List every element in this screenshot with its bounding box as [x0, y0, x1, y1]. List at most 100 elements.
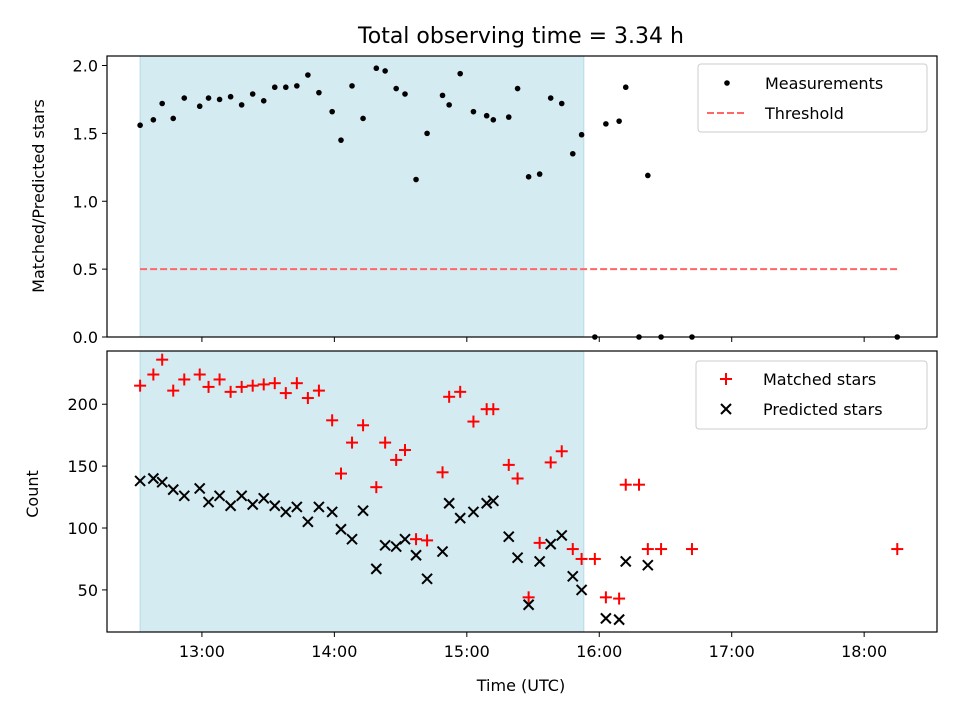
- predicted-star-point: [335, 523, 347, 535]
- matched-star-point: [555, 445, 568, 458]
- predicted-star-point: [147, 472, 160, 485]
- predicted-star-point: [567, 570, 579, 583]
- matched-star-point: [202, 380, 215, 393]
- measurement-point: [249, 91, 256, 97]
- matched-star-point: [301, 392, 314, 405]
- measurement-point: [196, 103, 203, 110]
- predicted-star-point: [326, 506, 338, 518]
- predicted-star-point: [202, 496, 215, 508]
- measurement-point: [424, 130, 430, 137]
- measurement-point: [181, 95, 188, 101]
- measurement-point: [393, 85, 399, 92]
- legend-threshold-label: Threshold: [764, 104, 844, 123]
- measurement-point: [645, 172, 651, 179]
- measurement-point: [505, 114, 512, 120]
- measurement-point: [439, 92, 446, 99]
- predicted-star-stroke-b: [421, 573, 433, 585]
- x-tick-label: 18:00: [841, 642, 887, 661]
- matched-star-point: [522, 591, 535, 604]
- predicted-star-stroke-b: [454, 512, 466, 524]
- ratio-panel: 0.0 0.5 1.0 1.5 2.0: [73, 55, 938, 347]
- measurement-point: [227, 93, 234, 100]
- matched-star-point: [268, 377, 281, 390]
- matched-star-point: [193, 368, 206, 381]
- y-tick-label: 2.0: [73, 57, 98, 76]
- predicted-star-stroke-b: [533, 555, 546, 568]
- measurement-point: [159, 100, 165, 107]
- measurement-point: [283, 84, 289, 91]
- measurement-point: [457, 70, 463, 77]
- x-tick-label: 14:00: [311, 642, 357, 661]
- matched-star-point: [655, 543, 668, 556]
- matched-star-point: [443, 390, 456, 403]
- xlabel-time: Time (UTC): [476, 676, 565, 695]
- predicted-star-stroke-b: [291, 501, 303, 513]
- x-tick-label: 16:00: [576, 642, 622, 661]
- matched-star-point: [533, 536, 546, 549]
- predicted-star-stroke-b: [620, 555, 632, 568]
- predicted-star-point: [357, 504, 369, 517]
- predicted-star-stroke-b: [313, 501, 325, 513]
- chart-title: Total observing time = 3.34 h: [357, 24, 684, 49]
- matched-star-point: [156, 353, 169, 366]
- measurement-point: [603, 121, 609, 127]
- measurement-point: [294, 83, 300, 89]
- measurement-point: [483, 112, 490, 119]
- predicted-star-point: [399, 533, 411, 545]
- count-panel: 50 100 150 200 13:00 14:00 15:00 16:00 17:00 18:0…: [67, 350, 938, 661]
- legend-matched-label: Matched stars: [763, 370, 876, 389]
- measurement-point: [205, 95, 212, 101]
- matched-star-point: [390, 453, 403, 466]
- predicted-star-stroke-b: [399, 533, 411, 545]
- predicted-star-stroke-b: [346, 533, 358, 545]
- predicted-star-stroke-b: [258, 492, 270, 505]
- matched-star-point: [641, 543, 654, 556]
- matched-star-point: [346, 436, 359, 449]
- matched-star-point: [134, 379, 147, 392]
- measurement-point: [349, 83, 355, 89]
- measurement-point: [547, 95, 554, 101]
- measurement-point: [216, 96, 223, 103]
- predicted-star-point: [269, 500, 281, 512]
- predicted-star-stroke-b: [147, 472, 160, 485]
- legend-measurements-label: Measurements: [765, 74, 883, 93]
- measurement-point: [329, 108, 335, 115]
- predicted-star-point: [487, 495, 500, 507]
- matched-star-point: [619, 478, 632, 491]
- predicted-star-stroke-b: [410, 549, 422, 561]
- matched-star-point: [487, 403, 500, 416]
- matched-star-point: [312, 384, 325, 397]
- predicted-star-point: [480, 497, 493, 509]
- predicted-star-point: [224, 500, 237, 512]
- legend-ratio: Measurements Threshold: [697, 63, 928, 133]
- ylabel-count: Count: [23, 470, 42, 518]
- predicted-star-stroke-b: [467, 506, 480, 518]
- predicted-star-stroke-b: [370, 563, 383, 575]
- x-tick-label: 15:00: [444, 642, 490, 661]
- predicted-star-point: [511, 552, 524, 564]
- predicted-star-point: [246, 498, 259, 511]
- predicted-star-stroke-b: [335, 523, 347, 535]
- matched-star-point: [467, 415, 480, 428]
- predicted-star-stroke-b: [326, 506, 338, 518]
- predicted-star-point: [410, 549, 422, 561]
- matched-star-point: [379, 436, 392, 449]
- matched-star-point: [399, 444, 412, 457]
- matched-star-point: [436, 466, 449, 479]
- measurement-point: [622, 84, 629, 91]
- predicted-star-stroke-b: [302, 516, 314, 528]
- legend-predicted-marker: [720, 403, 732, 415]
- predicted-star-stroke-b: [544, 538, 557, 550]
- measurement-point: [569, 150, 576, 157]
- matched-star-point: [224, 385, 237, 398]
- matched-star-point: [326, 414, 339, 427]
- matched-star-point: [334, 467, 347, 480]
- measurement-point: [616, 118, 622, 124]
- ylabel-ratio: Matched/Predicted stars: [29, 99, 48, 293]
- measurement-point: [402, 91, 408, 97]
- matched-star-point: [410, 533, 423, 546]
- matched-star-point: [685, 543, 698, 556]
- matched-star-point: [511, 472, 524, 485]
- predicted-star-point: [620, 555, 632, 568]
